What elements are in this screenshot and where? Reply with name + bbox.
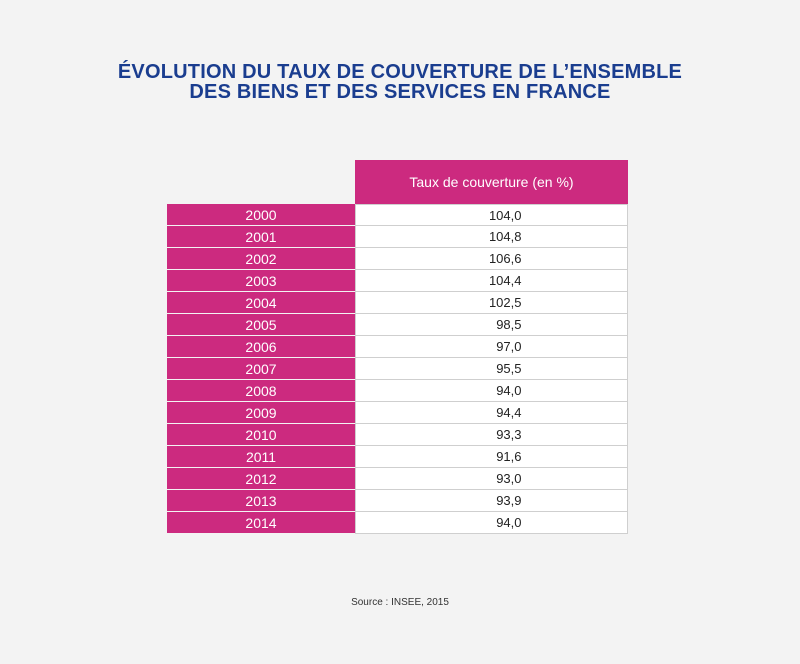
value-text: 104,0: [488, 207, 522, 223]
value-text: 94,4: [496, 405, 522, 420]
value-cell: 93,0: [355, 468, 628, 490]
year-cell: 2012: [167, 468, 355, 490]
table-row: 2014 94,0: [167, 512, 628, 534]
value-text: 104,4: [488, 273, 522, 288]
value-cell: 98,5: [355, 314, 628, 336]
value-text: 94,0: [496, 383, 522, 398]
table-row: 2002 106,6: [167, 248, 628, 270]
value-text: 97,0: [496, 339, 522, 354]
value-cell: 95,5: [355, 358, 628, 380]
table-row: 2007 95,5: [167, 358, 628, 380]
value-text: 94,0: [496, 515, 522, 530]
coverage-table: Taux de couverture (en %) 2000 104,0 2001 1…: [167, 160, 628, 534]
value-cell: 104,0: [355, 204, 628, 226]
value-cell: 94,4: [355, 402, 628, 424]
table-row: 2008 94,0: [167, 380, 628, 402]
title-line-1: ÉVOLUTION DU TAUX DE COUVERTURE DE L’ENS…: [117, 61, 683, 83]
source-note: Source : INSEE, 2015: [351, 597, 449, 608]
table-row: 2001 104,8: [167, 226, 628, 248]
table-row: 2010 93,3: [167, 424, 628, 446]
table-row: 2000 104,0: [167, 204, 628, 226]
value-cell: 94,0: [355, 380, 628, 402]
column-header: Taux de couverture (en %): [355, 160, 628, 204]
year-cell: 2011: [167, 446, 355, 468]
value-text: 93,3: [496, 427, 522, 442]
value-cell: 97,0: [355, 336, 628, 358]
value-cell: 104,8: [355, 226, 628, 248]
value-cell: 94,0: [355, 512, 628, 534]
year-cell: 2004: [167, 292, 355, 314]
table-row: 2003 104,4: [167, 270, 628, 292]
table-row: 2013 93,9: [167, 490, 628, 512]
table-row: 2012 93,0: [167, 468, 628, 490]
table-row: 2006 97,0: [167, 336, 628, 358]
year-cell: 2006: [167, 336, 355, 358]
value-cell: 102,5: [355, 292, 628, 314]
value-text: 93,9: [496, 493, 522, 508]
year-cell: 2001: [167, 226, 355, 248]
value-cell: 93,9: [355, 490, 628, 512]
year-cell: 2014: [167, 512, 355, 534]
value-cell: 91,6: [355, 446, 628, 468]
value-text: 98,5: [496, 317, 522, 332]
year-cell: 2008: [167, 380, 355, 402]
value-text: 91,6: [496, 449, 522, 464]
header-empty-cell: [167, 160, 355, 204]
year-cell: 2002: [167, 248, 355, 270]
value-cell: 93,3: [355, 424, 628, 446]
value-text: 106,6: [488, 251, 522, 266]
title-line-2: DES BIENS ET DES SERVICES EN FRANCE: [189, 81, 611, 103]
value-text: 104,8: [488, 229, 522, 244]
value-text: 102,5: [488, 295, 522, 310]
table-body: 2000 104,0 2001 104,8 2002 106,6 2003 104,4 2004…: [167, 204, 628, 534]
table-row: 2004 102,5: [167, 292, 628, 314]
value-cell: 106,6: [355, 248, 628, 270]
value-cell: 104,4: [355, 270, 628, 292]
year-cell: 2003: [167, 270, 355, 292]
year-cell: 2000: [167, 204, 355, 226]
value-text: 93,0: [496, 471, 522, 486]
year-cell: 2009: [167, 402, 355, 424]
table-row: 2011 91,6: [167, 446, 628, 468]
table-row: 2009 94,4: [167, 402, 628, 424]
year-cell: 2005: [167, 314, 355, 336]
table-row: 2005 98,5: [167, 314, 628, 336]
page-title: ÉVOLUTION DU TAUX DE COUVERTURE DE L’ENS…: [0, 62, 800, 102]
value-text: 95,5: [496, 361, 522, 376]
table-header-row: Taux de couverture (en %): [167, 160, 628, 204]
year-cell: 2010: [167, 424, 355, 446]
year-cell: 2013: [167, 490, 355, 512]
year-cell: 2007: [167, 358, 355, 380]
